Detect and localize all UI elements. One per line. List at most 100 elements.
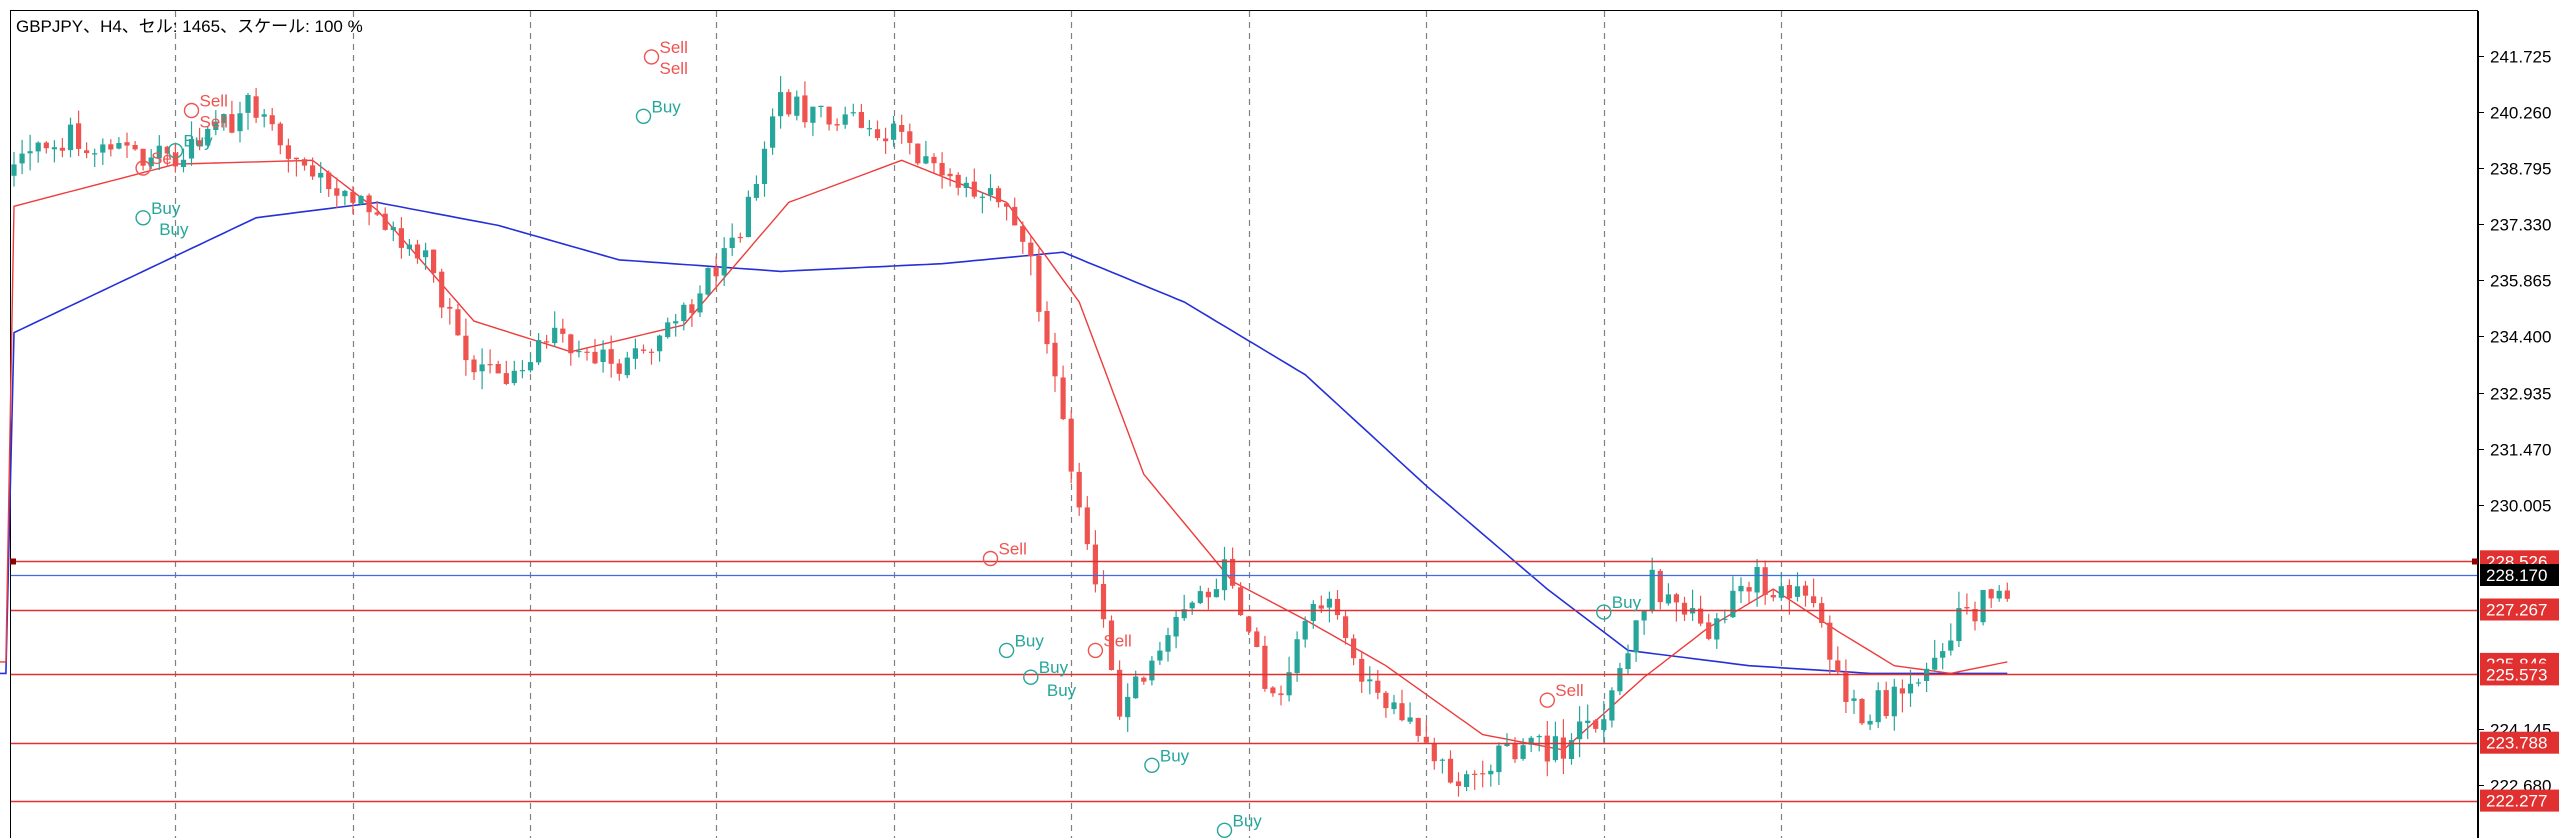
candle-body <box>188 139 195 159</box>
candle-body <box>1286 672 1292 696</box>
signal-buy-label: Buy <box>183 132 213 151</box>
candle-body <box>253 96 259 118</box>
candle-body <box>761 148 768 184</box>
candle-body <box>156 145 162 159</box>
signal-buy-marker <box>1596 604 1612 620</box>
price-tick-label: 230.005 <box>2490 497 2551 516</box>
candle-body <box>552 327 558 344</box>
candle-body <box>1004 203 1010 207</box>
candle-body <box>1278 693 1284 696</box>
candle-body <box>891 123 897 140</box>
candle-body <box>1867 720 1873 725</box>
candle-body <box>1851 698 1857 701</box>
level-price-tag-bg <box>2480 731 2559 754</box>
candle-body <box>1730 590 1736 618</box>
candle-body <box>995 188 1002 203</box>
candle-body <box>1343 616 1349 638</box>
candle-body <box>544 341 550 343</box>
signal-buy-marker <box>998 642 1015 659</box>
candle-body <box>1714 618 1720 640</box>
candle-body <box>1108 620 1115 670</box>
candle-body <box>1907 683 1914 694</box>
candle-body <box>100 144 106 153</box>
signal-sell-marker <box>135 160 151 176</box>
candle-body <box>59 147 65 151</box>
candle-body <box>1770 595 1776 598</box>
candle-body <box>1835 660 1841 672</box>
candle-body <box>713 267 719 277</box>
candle-body <box>1488 770 1494 775</box>
candle-body <box>1560 737 1566 759</box>
candle-body <box>697 293 703 313</box>
candle-body <box>1060 377 1066 420</box>
candle-body <box>648 351 655 353</box>
candle-body <box>1609 690 1615 721</box>
candle-body <box>1827 622 1833 660</box>
candle-body <box>382 213 388 230</box>
signal-sell-label: Sell <box>1103 631 1131 650</box>
candle-body <box>1221 559 1228 591</box>
candle-body <box>600 349 606 362</box>
candle-body <box>1197 591 1203 604</box>
candle-body <box>624 357 630 376</box>
candle-body <box>1181 609 1187 619</box>
candle-body <box>342 190 348 197</box>
candle-body <box>1641 611 1647 621</box>
signal-buy-label: Buy <box>151 199 181 218</box>
level-price-tag: 227.267 <box>2486 601 2547 620</box>
current-price-tag: 228.170 <box>2486 566 2547 585</box>
candle-body <box>495 364 501 374</box>
candle-body <box>1964 607 1970 609</box>
signal-sell-marker <box>183 102 200 119</box>
candle-body <box>213 121 219 130</box>
candle-body <box>1141 677 1147 682</box>
candle-body <box>1230 558 1236 586</box>
signal-sell-label: Sell <box>660 59 688 78</box>
candle-body <box>140 148 146 166</box>
candle-body <box>374 212 380 215</box>
ma-fast-line <box>0 159 2008 751</box>
candle-body <box>1754 567 1760 593</box>
signal-sell-marker <box>1539 692 1556 708</box>
candle-body <box>1552 736 1558 761</box>
candle-body <box>277 123 283 146</box>
signal-buy-label: Buy <box>652 97 682 116</box>
candle-body <box>1407 717 1413 722</box>
level-anchor-left[interactable] <box>10 558 16 565</box>
candle-body <box>1996 590 2002 599</box>
candle-body <box>1956 608 1962 642</box>
candle-body <box>866 128 872 130</box>
candle-body <box>1593 720 1599 729</box>
candle-body <box>1940 651 1946 658</box>
chart-frame <box>10 10 2478 838</box>
candle-body <box>729 237 735 248</box>
candle-body <box>923 156 929 164</box>
signal-sell-label: Sell <box>200 92 228 111</box>
candle-body <box>1423 736 1429 743</box>
candle-body <box>1431 743 1437 762</box>
candle-body <box>1302 620 1308 640</box>
candle-body <box>979 196 985 198</box>
candle-body <box>1762 567 1768 595</box>
candle-body <box>35 142 41 152</box>
candle-body <box>770 116 776 148</box>
candle-body <box>1391 702 1397 710</box>
candle-body <box>92 153 98 155</box>
level-anchor-right[interactable] <box>2472 558 2478 565</box>
candle-body <box>310 165 316 177</box>
candle-body <box>1948 640 1954 651</box>
candle-body <box>205 128 211 146</box>
candle-body <box>527 362 534 371</box>
candle-body <box>883 138 889 142</box>
candle-body <box>826 106 832 125</box>
candle-body <box>1794 586 1801 597</box>
candle-body <box>487 364 493 366</box>
candle-body <box>1811 596 1817 603</box>
price-tick-label: 238.795 <box>2490 160 2551 179</box>
candle-body <box>1786 585 1792 599</box>
candle-body <box>439 271 445 308</box>
candle-body <box>632 348 638 359</box>
candle-body <box>148 157 154 167</box>
